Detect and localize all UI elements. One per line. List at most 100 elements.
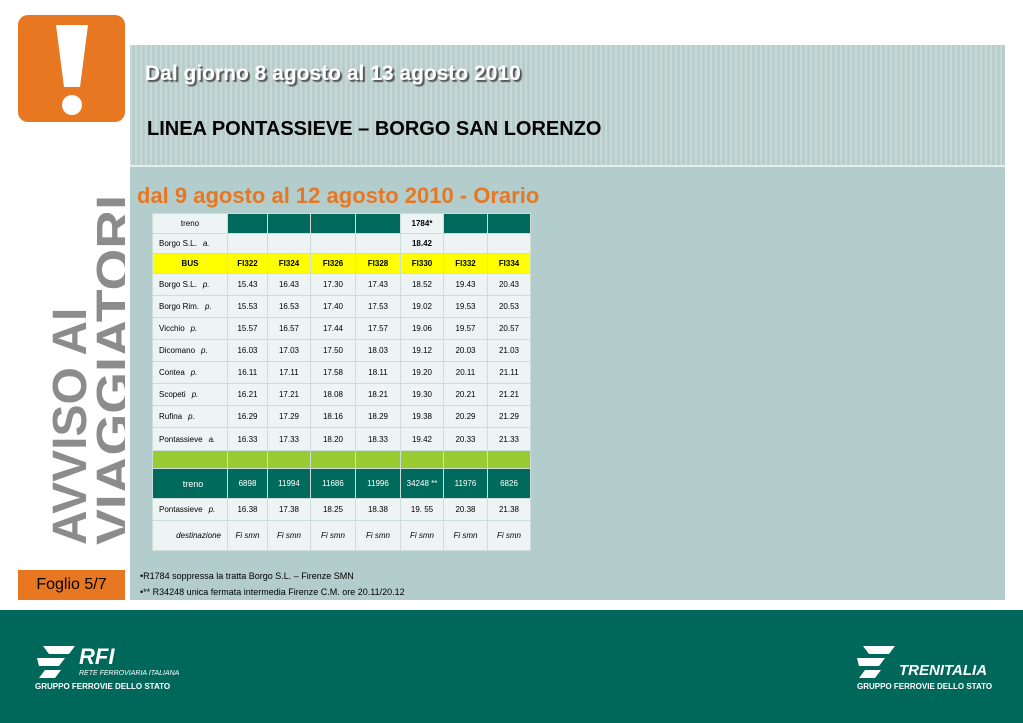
table-cell: 21.33 (487, 427, 531, 451)
table-row: Borgo Rim. p. 15.53 16.53 17.40 17.53 19.02 19.… (152, 295, 531, 318)
trenitalia-group: GRUPPO FERROVIE DELLO STATO (857, 682, 992, 691)
table-cell: 16.38 (227, 498, 268, 521)
notes: •R1784 soppressa la tratta Borgo S.L. – … (140, 568, 405, 600)
table-cell (310, 450, 356, 469)
footer: RFI RETE FERROVIARIA ITALIANA GRUPPO FER… (0, 610, 1023, 723)
row-label: treno (152, 213, 228, 234)
table-cell: Fi smn (487, 520, 531, 551)
table-cell: 17.57 (355, 317, 401, 340)
side-banner: AVVISO AI VIAGGIATORI (44, 195, 125, 545)
table-cell: 34248 ** (400, 468, 444, 499)
note: •R1784 soppressa la tratta Borgo S.L. – … (140, 571, 354, 581)
table-cell: 11976 (443, 468, 488, 499)
table-cell: Fi smn (355, 520, 401, 551)
table-cell (355, 233, 401, 254)
table-cell: FI328 (355, 253, 401, 274)
table-cell (310, 213, 356, 234)
table-row: Pontassieve p. 16.38 17.38 18.25 18.38 19. 55 2… (152, 498, 531, 521)
table-row: Borgo S.L. a. 18.42 (152, 233, 531, 254)
stop-name: Pontassieve (159, 505, 203, 514)
table-cell: 18.20 (310, 427, 356, 451)
stop-mark: p. (191, 390, 199, 399)
table-cell (267, 233, 311, 254)
table-cell (443, 213, 488, 234)
table-cell (487, 233, 531, 254)
table-cell: 16.29 (227, 405, 268, 428)
stop-mark: p. (205, 302, 212, 311)
line-title: LINEA PONTASSIEVE – BORGO SAN LORENZO (147, 118, 602, 140)
table-cell (487, 213, 531, 234)
table-cell: Fi smn (443, 520, 488, 551)
table-cell: 11996 (355, 468, 401, 499)
stop-mark: p. (188, 412, 195, 421)
subtitle: dal 9 agosto al 12 agosto 2010 - Orario (137, 183, 540, 208)
stop-mark: p. (201, 346, 208, 355)
table-cell: 17.40 (310, 295, 356, 318)
table-cell: 17.44 (310, 317, 356, 340)
table-cell: 20.21 (443, 383, 488, 406)
stop-name: treno (180, 219, 200, 228)
table-cell: Fi smn (310, 520, 356, 551)
table-cell: 19.38 (400, 405, 444, 428)
table-cell (227, 233, 268, 254)
side-text: AVVISO AI (44, 308, 97, 545)
table-cell: 19.06 (400, 317, 444, 340)
table-cell: 17.50 (310, 339, 356, 362)
stop-name: Borgo Rim. (159, 302, 200, 311)
table-cell: FI326 (310, 253, 356, 274)
page-label: Foglio 5/7 (18, 570, 125, 600)
table-cell: Fi smn (227, 520, 268, 551)
table-cell: 16.53 (267, 295, 311, 318)
stop-mark: a. (208, 434, 216, 444)
table-cell: Fi smn (400, 520, 444, 551)
table-cell: 19. 55 (400, 498, 444, 521)
table-cell: 20.11 (443, 361, 488, 384)
table-cell: 20.29 (443, 405, 488, 428)
stop-name: Scopeti (159, 390, 186, 399)
stop-name: destinazione (176, 531, 221, 540)
row-label: Vicchio p. (152, 317, 228, 340)
table-cell: 17.21 (267, 383, 311, 406)
table-cell (443, 450, 488, 469)
table-row: BUS FI322 FI324 FI326 FI328 FI330 FI332 FI334 (152, 253, 531, 274)
table-cell: 17.58 (310, 361, 356, 384)
table-cell: 17.38 (267, 498, 311, 521)
table-cell: 16.43 (267, 273, 311, 296)
table-cell: 6898 (227, 468, 268, 499)
stop-name: Vicchio (159, 324, 185, 333)
table-cell: 21.29 (487, 405, 531, 428)
table-cell: 6826 (487, 468, 531, 499)
table-cell: 16.21 (227, 383, 268, 406)
table-row: Vicchio p. 15.57 16.57 17.44 17.57 19.06 19.57 2… (152, 317, 531, 340)
table-cell: 15.43 (227, 273, 268, 296)
table-cell: 20.57 (487, 317, 531, 340)
table-cell: 11686 (310, 468, 356, 499)
rfi-logo: RFI RETE FERROVIARIA ITALIANA GRUPPO FER… (35, 644, 180, 691)
stop-mark: p. (202, 280, 210, 289)
table-cell: 18.29 (355, 405, 401, 428)
title: Dal giorno 8 agosto al 13 agosto 2010 (145, 62, 521, 85)
table-cell: 20.53 (487, 295, 531, 318)
rfi-name: RFI (79, 644, 115, 669)
table-cell: 16.57 (267, 317, 311, 340)
table-cell: 18.03 (355, 339, 401, 362)
table-cell: 17.11 (267, 361, 311, 384)
table-cell: Fi smn (267, 520, 311, 551)
table-cell: FI334 (487, 253, 531, 274)
row-label: Pontassieve p. (152, 498, 228, 521)
row-label: destinazione (152, 520, 228, 551)
trenitalia-logo: TRENITALIA GRUPPO FERROVIE DELLO STATO (857, 646, 992, 691)
table-cell: 18.16 (310, 405, 356, 428)
table-cell (355, 450, 401, 469)
table-cell: 18.25 (310, 498, 356, 521)
stop-name: Borgo S.L. (159, 239, 197, 248)
row-label: treno (152, 468, 228, 499)
table-cell: 19.02 (400, 295, 444, 318)
timetable: treno 1784* Borgo S.L. a. 18.42 BUS FI322 FI324… (152, 213, 531, 551)
stop-mark: p. (190, 368, 198, 377)
table-cell: 19.30 (400, 383, 444, 406)
stop-mark: p. (190, 324, 198, 333)
stop-name: treno (182, 478, 204, 489)
table-row: destinazione Fi smn Fi smn Fi smn Fi smn Fi s… (152, 520, 531, 551)
table-cell: 20.43 (487, 273, 531, 296)
